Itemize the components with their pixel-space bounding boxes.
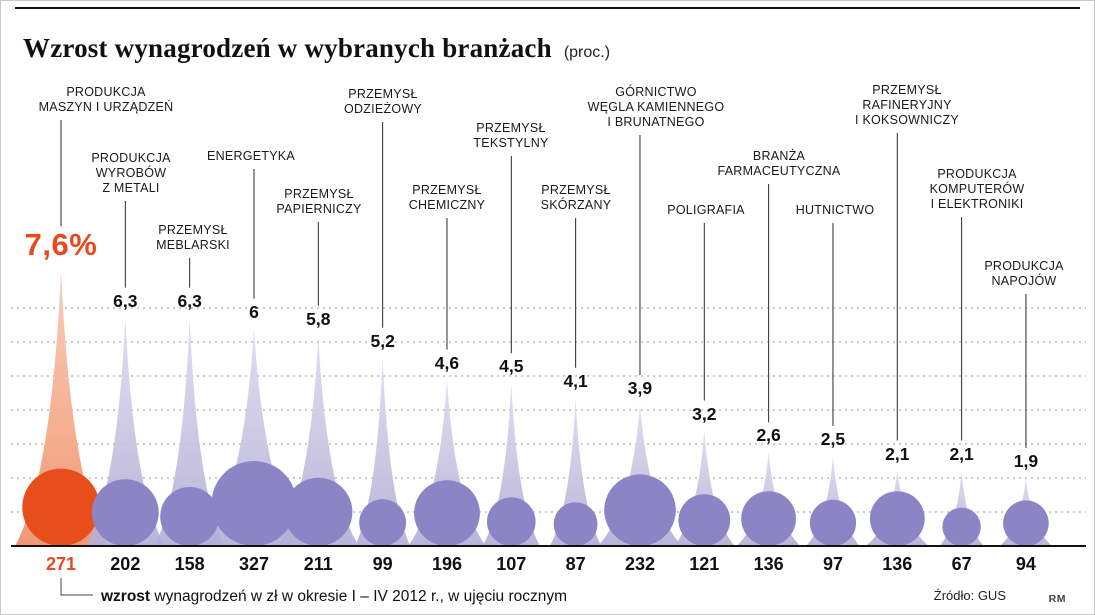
zl-value: 136 [753,554,784,574]
industry-label: ENERGETYKA [207,149,295,163]
industry-label: PRZEMYSŁ ODZIEŻOWY [344,87,422,116]
base-circle [809,499,857,546]
zl-value: 94 [1015,554,1036,574]
industry-label: PRODUKCJA WYROBÓW Z METALI [91,151,171,195]
cone-shape [549,397,602,547]
industry-label: PRZEMYSŁ TEKSTYLNY [473,121,549,150]
top-rule [15,7,1080,9]
legend: wzrost wynagrodzeń w zł w okresie I – IV… [101,588,567,606]
base-circle [604,474,676,546]
page-title: Wzrost wynagrodzeń w wybranych branżach [23,33,552,63]
industry-label: PRZEMYSŁ SKÓRZANY [540,183,612,212]
zl-value: 271 [45,554,77,574]
unit-label: (proc.) [563,44,611,61]
pct-value: 6 [249,301,259,322]
industry-label: PRZEMYSŁ PAPIERNICZY [276,187,362,216]
pct-value: 5,8 [306,308,331,329]
industry-label: PRZEMYSŁ MEBLARSKI [156,223,230,252]
zl-value: 211 [303,554,333,574]
pct-value: 7,6% [24,227,98,263]
zl-value: 232 [624,554,655,574]
pct-value: 4,1 [563,370,588,391]
base-circle [942,507,981,546]
source-note: Źródło: GUS [933,588,1006,603]
zl-value: 202 [110,554,141,574]
cone-shape [407,379,487,547]
legend-connector [60,578,93,596]
base-circle [678,494,731,546]
industry-label: BRANŻA FARMACEUTYCZNA [717,149,841,178]
pct-value: 6,3 [113,290,138,311]
cone-shape [14,270,108,547]
base-circle [741,491,796,546]
pct-value: 2,1 [949,443,974,464]
cone-shape [277,335,360,547]
industry-label: PRZEMYSŁ RAFINERYJNY I KOKSOWNICZY [855,83,959,127]
industry-label: PRZEMYSŁ CHEMICZNY [408,183,486,212]
industry-label: PRODUKCJA MASZYN I URZĄDZEŃ [38,85,174,114]
zl-value: 67 [951,554,972,574]
base-circle [284,477,353,546]
pct-value: 1,9 [1013,450,1039,471]
cone-shape [354,357,411,547]
industry-label: POLIGRAFIA [667,203,745,217]
industry-label: HUTNICTWO [795,203,875,217]
pct-value: 3,2 [692,403,717,424]
pct-value: 2,5 [820,429,846,449]
base-circle [487,497,536,546]
cone-shape [673,430,736,547]
pct-value: 6,3 [177,290,202,311]
legend-text: wynagrodzeń w zł w okresie I – IV 2012 r… [150,588,568,605]
zl-value: 99 [372,554,393,574]
zl-value: 158 [174,554,205,574]
zl-value: 107 [496,554,527,574]
header: Wzrost wynagrodzeń w wybranych branżach (… [23,33,610,64]
cone-shape [482,383,541,547]
base-circle [869,491,925,546]
credit: RM [1048,593,1066,605]
base-circle [211,461,297,546]
industry-label: GÓRNICTWO WĘGLA KAMIENNEGO I BRUNATNEGO [587,85,725,129]
base-circle [160,487,220,546]
zl-value: 196 [431,554,462,574]
zl-value: 136 [882,554,913,574]
cone-shape [85,317,166,547]
pct-value: 4,6 [434,352,460,373]
zl-value: 87 [565,554,586,574]
base-circle [1003,500,1049,546]
legend-highlight-word: wzrost [101,588,151,605]
cone-shape [154,317,226,547]
zl-value: 121 [689,554,720,574]
cone-shape [203,328,305,547]
pct-value: 2,1 [885,443,910,464]
industry-label: PRODUKCJA NAPOJÓW [984,259,1064,288]
base-circle [553,502,598,546]
industry-label: PRODUKCJA KOMPUTERÓW I ELEKTRONIKI [929,167,1025,211]
base-circle [91,479,159,546]
zl-value: 97 [822,554,843,574]
base-circle [359,499,406,546]
pct-value: 5,2 [370,330,395,351]
zl-value: 327 [238,554,269,574]
base-circle [22,468,100,546]
pct-value: 2,6 [756,425,781,446]
base-circle [414,480,480,546]
pct-value: 4,5 [499,356,524,377]
pct-value: 3,9 [627,378,653,399]
